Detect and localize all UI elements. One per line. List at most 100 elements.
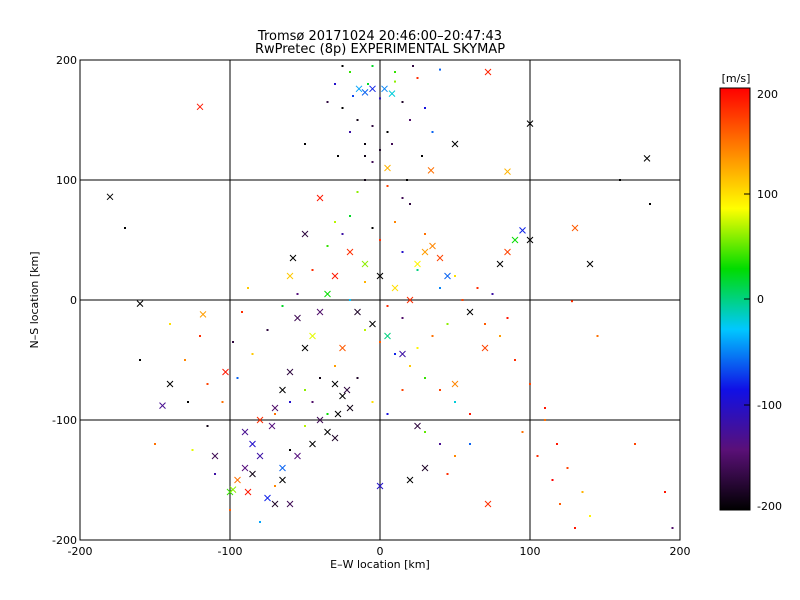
chart-subtitle: RwPretec (8p) EXPERIMENTAL SKYMAP bbox=[255, 42, 505, 57]
data-point-dot bbox=[296, 293, 299, 295]
data-point-dot bbox=[439, 287, 441, 289]
data-point-dot bbox=[424, 107, 426, 109]
data-point-cross bbox=[249, 440, 256, 448]
data-point-dot bbox=[349, 299, 351, 301]
data-point-cross bbox=[586, 260, 594, 268]
data-point-cross bbox=[484, 68, 492, 76]
y-tick-label: -200 bbox=[52, 534, 77, 547]
data-point-dot bbox=[409, 203, 411, 205]
data-point-cross bbox=[309, 440, 316, 448]
data-point-dot bbox=[386, 413, 389, 415]
data-point-cross bbox=[391, 284, 399, 292]
data-point-dot bbox=[274, 485, 276, 487]
x-tick-label: -200 bbox=[68, 545, 93, 558]
data-point-dot bbox=[379, 239, 381, 241]
data-point-dot bbox=[416, 77, 419, 79]
y-tick-label: 100 bbox=[56, 174, 77, 187]
data-point-dot bbox=[326, 245, 329, 247]
data-point-cross bbox=[427, 167, 435, 174]
data-point-cross bbox=[361, 89, 369, 96]
y-axis-label: N–S location [km] bbox=[28, 251, 41, 348]
data-point-cross bbox=[414, 260, 421, 268]
data-point-dot bbox=[634, 443, 636, 445]
colorbar-tick-label: -100 bbox=[757, 399, 782, 412]
data-point-dot bbox=[371, 401, 374, 403]
data-point-cross bbox=[331, 380, 339, 388]
data-point-dot bbox=[319, 377, 321, 379]
y-tick-label: -100 bbox=[52, 414, 77, 427]
data-point-dot bbox=[304, 425, 306, 427]
data-point-dot bbox=[154, 443, 156, 445]
data-point-dot bbox=[326, 101, 329, 103]
data-point-dot bbox=[394, 80, 396, 83]
data-point-cross bbox=[504, 248, 511, 256]
data-point-dot bbox=[251, 353, 254, 355]
data-point-cross bbox=[244, 488, 252, 496]
data-point-cross bbox=[229, 486, 237, 493]
data-point-cross bbox=[354, 308, 361, 316]
data-point-cross bbox=[384, 164, 391, 172]
data-point-cross bbox=[316, 416, 324, 424]
data-point-cross bbox=[339, 344, 346, 352]
data-point-cross bbox=[279, 476, 286, 484]
data-point-cross bbox=[294, 314, 301, 322]
data-point-dot bbox=[401, 101, 404, 103]
colorbar-tick-label: 200 bbox=[757, 88, 778, 101]
data-point-cross bbox=[241, 428, 249, 436]
data-point-dot bbox=[401, 389, 404, 391]
y-tick-label: 0 bbox=[70, 294, 77, 307]
data-point-cross bbox=[324, 290, 331, 298]
y-axis: 200 100 0 -100 -200 N–S location [km] bbox=[28, 54, 86, 547]
data-point-cross bbox=[286, 368, 294, 376]
data-point-cross bbox=[406, 296, 414, 304]
data-point-dot bbox=[266, 329, 269, 331]
data-point-cross bbox=[343, 386, 351, 394]
data-point-cross bbox=[421, 464, 429, 472]
data-point-dot bbox=[341, 107, 344, 109]
data-point-cross bbox=[309, 332, 316, 340]
data-point-dot bbox=[439, 443, 441, 445]
data-point-dot bbox=[421, 155, 423, 157]
data-point-dot bbox=[664, 491, 666, 493]
data-point-dot bbox=[431, 335, 434, 337]
data-point-dot bbox=[671, 527, 674, 529]
data-point-cross bbox=[388, 90, 396, 97]
data-point-cross bbox=[429, 242, 436, 250]
data-point-cross bbox=[451, 140, 459, 148]
data-point-cross bbox=[451, 380, 459, 388]
data-point-dot bbox=[214, 473, 216, 475]
data-point-dot bbox=[281, 305, 284, 307]
data-point-cross bbox=[301, 230, 309, 238]
data-point-dot bbox=[484, 323, 486, 325]
data-point-dot bbox=[409, 365, 411, 367]
data-point-cross bbox=[268, 422, 276, 430]
x-tick-label: 200 bbox=[670, 545, 691, 558]
data-point-dot bbox=[401, 197, 404, 199]
data-point-dot bbox=[454, 401, 456, 403]
data-point-cross bbox=[526, 236, 534, 244]
data-point-dot bbox=[241, 311, 243, 313]
data-point-cross bbox=[421, 248, 429, 256]
data-point-dot bbox=[191, 449, 194, 451]
data-point-cross bbox=[571, 224, 579, 232]
data-point-dot bbox=[574, 527, 576, 529]
data-point-dot bbox=[439, 389, 441, 391]
data-point-dot bbox=[544, 407, 546, 409]
colorbar-tick-label: -200 bbox=[757, 500, 782, 513]
data-point-cross bbox=[211, 452, 219, 460]
data-point-cross bbox=[504, 168, 511, 175]
data-point-cross bbox=[355, 85, 363, 93]
colorbar-label: [m/s] bbox=[722, 72, 751, 85]
data-point-cross bbox=[286, 500, 294, 508]
chart-title: Tromsø 20171024 20:46:00–20:47:43 bbox=[257, 29, 502, 44]
data-point-cross bbox=[196, 103, 204, 111]
data-point-cross bbox=[384, 332, 391, 340]
data-point-dot bbox=[184, 359, 186, 361]
data-point-dot bbox=[506, 317, 509, 319]
data-point-dot bbox=[337, 155, 339, 157]
data-point-dot bbox=[416, 347, 419, 349]
data-point-dot bbox=[304, 389, 306, 391]
data-point-cross bbox=[222, 368, 229, 376]
data-point-dot bbox=[206, 425, 209, 427]
